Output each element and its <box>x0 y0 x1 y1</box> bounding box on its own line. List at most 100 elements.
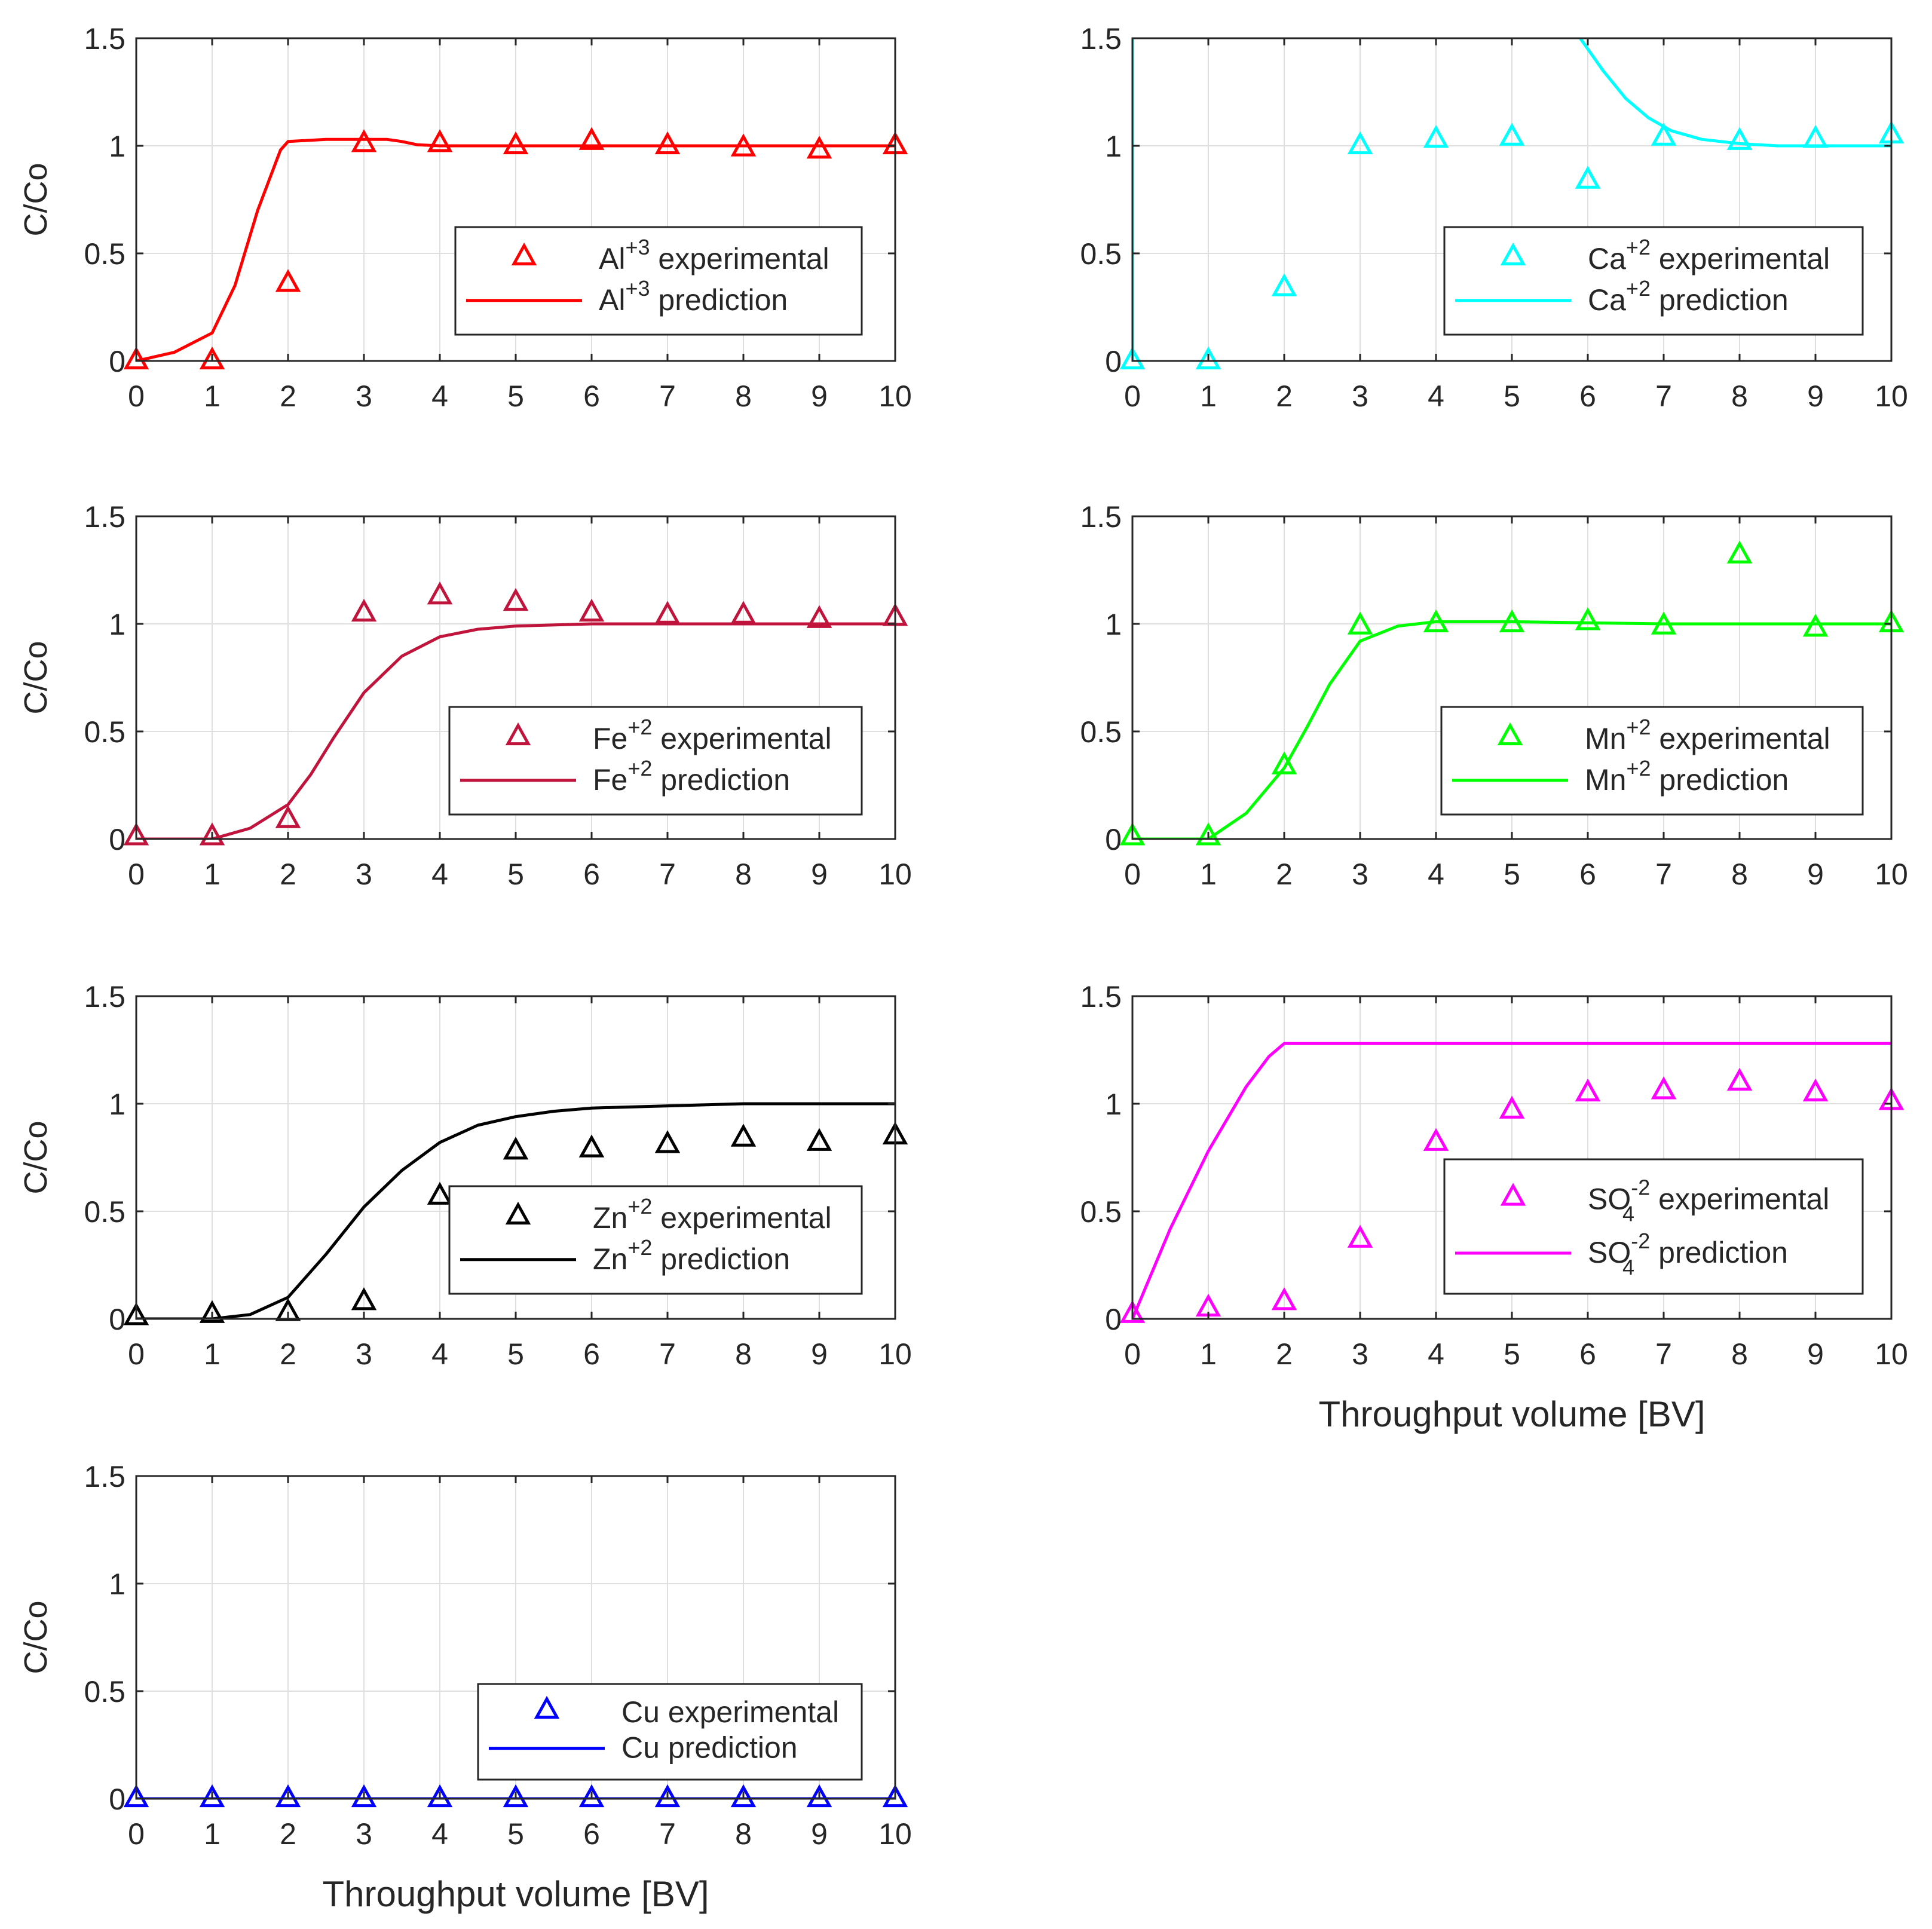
legend-word-experimental-fe: experimental <box>652 722 831 755</box>
y-tick-label-al-0: 0 <box>109 345 125 378</box>
experimental-point-mn-1 <box>1195 822 1221 846</box>
experimental-point-zn-6 <box>578 1134 605 1158</box>
legend-word-experimental-cu: experimental <box>660 1695 839 1729</box>
x-tick-label-al-0: 0 <box>128 379 145 413</box>
y-tick-label-zn-2: 1 <box>109 1088 125 1121</box>
y-tick-label-fe-0: 0 <box>109 823 125 856</box>
x-tick-label-mn-6: 6 <box>1579 858 1596 891</box>
experimental-point-so4-7 <box>1651 1076 1677 1100</box>
experimental-point-zn-4 <box>427 1181 453 1205</box>
legend-ion-fe: Fe <box>593 763 627 797</box>
x-tick-label-fe-8: 8 <box>735 858 752 891</box>
x-tick-label-so4-7: 7 <box>1655 1337 1672 1371</box>
experimental-point-zn-8 <box>730 1123 757 1147</box>
legend-label-prediction-zn: Zn+2 prediction <box>593 1235 790 1276</box>
legend-charge-al: +3 <box>625 276 650 301</box>
x-tick-label-cu-6: 6 <box>583 1817 600 1851</box>
data-layer-al <box>136 137 895 361</box>
x-tick-label-zn-9: 9 <box>811 1337 828 1371</box>
legend-word-experimental-ca: experimental <box>1651 242 1830 275</box>
legend-experimental-marker-so4 <box>1500 1183 1526 1206</box>
legend-word-experimental-so4: experimental <box>1650 1183 1829 1216</box>
legend-word-prediction-zn: prediction <box>652 1242 790 1276</box>
legend-word-prediction-al: prediction <box>650 283 788 317</box>
legend-label-experimental-cu: Cu experimental <box>621 1695 839 1729</box>
experimental-point-cu-7 <box>654 1784 681 1808</box>
experimental-point-ca-7 <box>1651 123 1677 146</box>
x-tick-label-cu-2: 2 <box>280 1817 296 1851</box>
x-tick-label-cu-0: 0 <box>128 1817 145 1851</box>
experimental-point-zn-9 <box>806 1128 832 1151</box>
panel-fe: 0 1 2 3 4 5 6 7 8 9 10 0 0.5 1 1.5 C/Co Fe+2 experimenta… <box>18 500 912 891</box>
legend-experimental-marker-fe <box>505 722 531 746</box>
x-tick-label-al-6: 6 <box>583 379 600 413</box>
experimental-point-al-5 <box>503 131 529 155</box>
x-tick-label-al-9: 9 <box>811 379 828 413</box>
experimental-point-al-9 <box>806 136 832 159</box>
legend-word-prediction-so4: prediction <box>1650 1236 1788 1269</box>
x-tick-label-fe-5: 5 <box>507 858 524 891</box>
x-tick-label-fe-4: 4 <box>431 858 448 891</box>
legend-label-prediction-cu: Cu prediction <box>621 1731 798 1765</box>
x-tick-label-cu-3: 3 <box>356 1817 372 1851</box>
prediction-line-zn-0 <box>136 1102 895 1319</box>
x-tick-label-al-8: 8 <box>735 379 752 413</box>
y-tick-label-mn-0: 0 <box>1105 823 1122 856</box>
x-tick-label-mn-4: 4 <box>1428 858 1444 891</box>
y-tick-label-mn-2: 1 <box>1105 608 1122 641</box>
legend-word-experimental-mn: experimental <box>1651 722 1830 755</box>
legend-ion-zn: Zn <box>593 1201 627 1235</box>
legend-ion-so4: SO <box>1588 1183 1631 1216</box>
y-tick-label-mn-3: 1.5 <box>1080 500 1122 534</box>
panel-zn: 0 1 2 3 4 5 6 7 8 9 10 0 0.5 1 1.5 C/Co Zn+2 experimenta… <box>18 980 912 1371</box>
y-tick-label-mn-1: 0.5 <box>1080 715 1122 749</box>
legend-label-experimental-mn: Mn+2 experimental <box>1585 715 1830 755</box>
legend-charge-zn: +2 <box>627 1194 652 1218</box>
x-tick-label-zn-5: 5 <box>507 1337 524 1371</box>
legend-ion-zn: Zn <box>593 1242 627 1276</box>
data-layer-zn <box>136 1102 895 1319</box>
x-tick-label-fe-6: 6 <box>583 858 600 891</box>
x-tick-label-so4-3: 3 <box>1352 1337 1368 1371</box>
panel-al: 0 1 2 3 4 5 6 7 8 9 10 0 0.5 1 1.5 C/Co Al+3 experimenta… <box>18 22 912 413</box>
experimental-point-cu-0 <box>123 1784 149 1808</box>
legend-ion-cu: Cu <box>621 1731 660 1765</box>
data-layer-so4 <box>1132 1042 1891 1319</box>
experimental-point-al-7 <box>654 131 681 155</box>
legend-label-prediction-mn: Mn+2 prediction <box>1585 756 1789 797</box>
experimental-point-al-4 <box>427 129 453 152</box>
experimental-point-cu-8 <box>730 1784 757 1808</box>
legend-box-cu <box>477 1683 863 1781</box>
experimental-point-ca-3 <box>1347 131 1373 155</box>
legend-charge-fe: +2 <box>627 715 652 739</box>
experimental-point-zn-0 <box>123 1302 149 1325</box>
x-tick-label-cu-8: 8 <box>735 1817 752 1851</box>
x-tick-label-cu-4: 4 <box>431 1817 448 1851</box>
x-tick-label-ca-7: 7 <box>1655 379 1672 413</box>
legend-label-experimental-so4: SO-2 experimental <box>1588 1175 1829 1216</box>
experimental-point-so4-0 <box>1119 1300 1146 1323</box>
x-tick-label-ca-9: 9 <box>1807 379 1824 413</box>
legend-experimental-marker-zn <box>505 1201 531 1225</box>
legend-sub-so4: 4 <box>1622 1202 1634 1226</box>
x-tick-label-ca-8: 8 <box>1731 379 1748 413</box>
experimental-point-mn-7 <box>1651 611 1677 635</box>
x-tick-label-ca-6: 6 <box>1579 379 1596 413</box>
x-tick-label-fe-7: 7 <box>659 858 676 891</box>
y-tick-label-so4-3: 1.5 <box>1080 980 1122 1014</box>
legend-experimental-marker-mn <box>1497 722 1523 746</box>
experimental-point-cu-1 <box>199 1784 225 1808</box>
legend-charge-mn: +2 <box>1626 756 1651 780</box>
x-tick-label-ca-0: 0 <box>1124 379 1141 413</box>
y-tick-label-fe-3: 1.5 <box>84 500 125 534</box>
legend-ion-ca: Ca <box>1588 283 1626 317</box>
experimental-point-cu-3 <box>351 1784 377 1808</box>
experimental-point-so4-5 <box>1499 1095 1525 1119</box>
x-tick-label-cu-10: 10 <box>878 1817 912 1851</box>
x-tick-label-al-4: 4 <box>431 379 448 413</box>
x-tick-label-cu-9: 9 <box>811 1817 828 1851</box>
experimental-point-mn-9 <box>1802 614 1829 637</box>
x-tick-label-cu-1: 1 <box>204 1817 221 1851</box>
